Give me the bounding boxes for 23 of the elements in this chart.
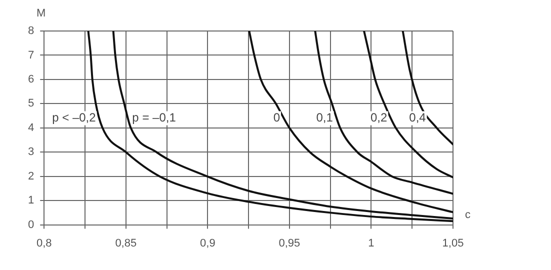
- y-tick-label: 2: [28, 170, 34, 182]
- x-tick-label: 0,85: [115, 237, 137, 250]
- x-tick-label: 0,9: [200, 237, 216, 250]
- series-label: p < –0,2: [52, 110, 96, 125]
- x-axis-title: c: [465, 208, 471, 221]
- x-tick-label: 0,8: [36, 237, 52, 250]
- x-tick-label: 1,05: [442, 237, 464, 250]
- x-tick-label: 0,95: [278, 237, 300, 250]
- y-axis-title: M: [36, 8, 46, 20]
- series-label: 0,4: [409, 110, 426, 125]
- y-tick-label: 6: [28, 73, 34, 86]
- y-tick-label: 7: [28, 49, 34, 62]
- y-tick-label: 4: [28, 122, 34, 134]
- series-label: 0,2: [370, 110, 388, 125]
- y-tick-label: 3: [28, 146, 34, 158]
- y-tick-label: 5: [28, 98, 34, 110]
- y-tick-label: 8: [28, 25, 34, 38]
- series-label: p = –0,1: [132, 110, 176, 125]
- series-label: 0: [273, 110, 280, 125]
- y-tick-label: 1: [28, 194, 34, 207]
- series-label: 0,1: [316, 110, 334, 125]
- x-tick-label: 1: [368, 237, 374, 250]
- y-tick-label: 0: [28, 218, 34, 231]
